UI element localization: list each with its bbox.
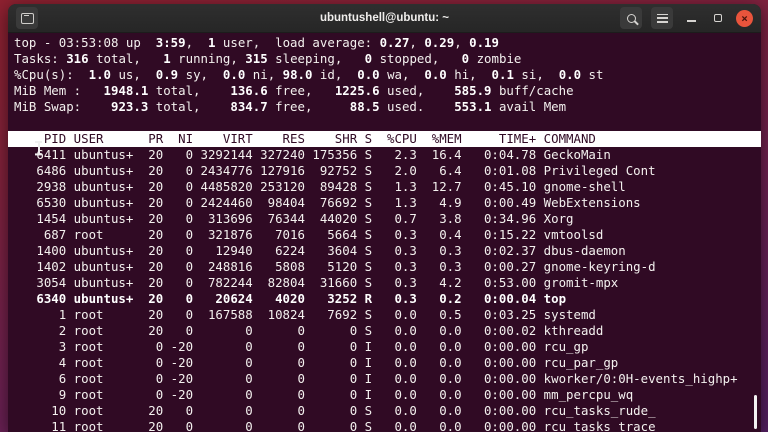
titlebar[interactable]: ubuntushell@ubuntu: ~ × [8,4,761,33]
close-icon: × [741,11,748,25]
terminal-tab-icon [20,12,34,24]
process-row: 2 root 20 0 0 0 0 S 0.0 0.0 0:00.02 kthr… [14,323,604,338]
summary-line: %Cpu(s): 1.0 us, 0.9 sy, 0.0 ni, 98.0 id… [14,67,604,82]
maximize-icon [714,14,722,22]
process-row: 3054 ubuntus+ 20 0 782244 82804 31660 S … [14,275,619,290]
process-row: 6 root 0 -20 0 0 0 I 0.0 0.0 0:00.00 kwo… [14,371,738,386]
process-row: 6411 ubuntus+ 20 0 3292144 327240 175356… [14,147,611,162]
process-row: 3 root 0 -20 0 0 0 I 0.0 0.0 0:00.00 rcu… [14,339,589,354]
summary-line: MiB Mem : 1948.1 total, 136.6 free, 1225… [14,83,574,98]
summary-line: MiB Swap: 923.3 total, 834.7 free, 88.5 … [14,99,567,114]
top-summary: top - 03:53:08 up 3:59, 1 user, load ave… [8,35,761,131]
process-row: 6530 ubuntus+ 20 0 2424460 98404 76692 S… [14,195,641,210]
new-tab-button[interactable] [16,7,38,29]
process-row: 1454 ubuntus+ 20 0 313696 76344 44020 S … [14,211,574,226]
process-row: 6486 ubuntus+ 20 0 2434776 127916 92752 … [14,163,656,178]
process-table: 6411 ubuntus+ 20 0 3292144 327240 175356… [8,147,761,432]
process-row: 11 root 20 0 0 0 0 S 0.0 0.0 0:00.00 rcu… [14,419,656,432]
process-row: 9 root 0 -20 0 0 0 I 0.0 0.0 0:00.00 mm_… [14,387,634,402]
process-row: 4 root 0 -20 0 0 0 I 0.0 0.0 0:00.00 rcu… [14,355,619,370]
search-button[interactable] [620,7,642,29]
search-icon [626,13,636,23]
process-row: 687 root 20 0 321876 7016 5664 S 0.3 0.4… [14,227,604,242]
minimize-button[interactable] [682,9,700,27]
process-row: 10 root 20 0 0 0 0 S 0.0 0.0 0:00.00 rcu… [14,403,656,418]
menu-button[interactable] [651,7,673,29]
hamburger-menu-icon [656,13,668,23]
scrollbar-thumb[interactable] [754,395,757,429]
terminal-window: ubuntushell@ubuntu: ~ × top - 03:53:08 u… [8,4,761,432]
summary-line: Tasks: 316 total, 1 running, 315 sleepin… [14,51,522,66]
process-row: 1400 ubuntus+ 20 0 12940 6224 3604 S 0.3… [14,243,626,258]
process-row: 2938 ubuntus+ 20 0 4485820 253120 89428 … [14,179,626,194]
process-table-header: PID USER PR NI VIRT RES SHR S %CPU %MEM … [8,131,761,147]
process-row: 1402 ubuntus+ 20 0 248816 5808 5120 S 0.… [14,259,656,274]
terminal-screen[interactable]: top - 03:53:08 up 3:59, 1 user, load ave… [8,33,761,432]
process-row: 6340 ubuntus+ 20 0 20624 4020 3252 R 0.3… [14,291,567,306]
process-row: 1 root 20 0 167588 10824 7692 S 0.0 0.5 … [14,307,596,322]
close-button[interactable]: × [736,9,753,27]
minimize-icon [686,20,696,22]
summary-line: top - 03:53:08 up 3:59, 1 user, load ave… [14,35,499,50]
maximize-button[interactable] [709,9,727,27]
